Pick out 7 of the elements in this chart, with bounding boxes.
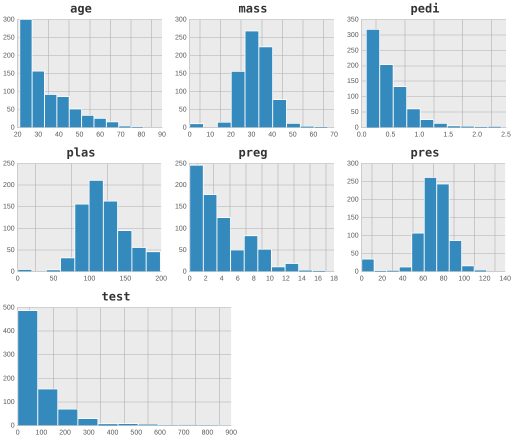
chart-title: mass (238, 1, 268, 16)
chart-title: pres (410, 145, 440, 160)
chart-title: age (70, 1, 92, 16)
chart-title: pedi (410, 1, 440, 16)
chart-title: test (102, 289, 130, 304)
chart-title: plas (66, 145, 96, 160)
chart-title: preg (238, 145, 268, 160)
